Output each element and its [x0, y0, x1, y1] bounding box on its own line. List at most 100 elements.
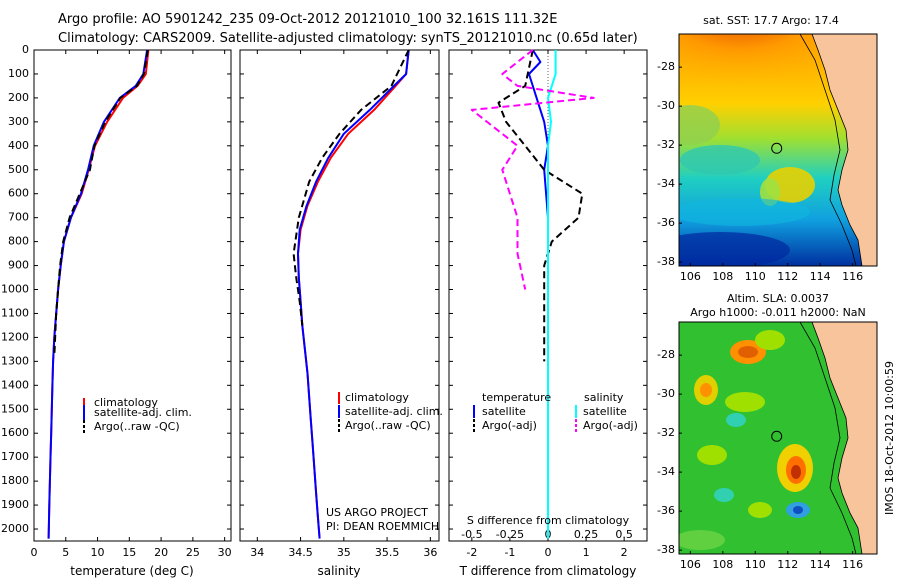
y-tick-label: 1300: [1, 354, 29, 367]
y-tick-label: -36: [657, 216, 675, 229]
sla-patch: [755, 330, 785, 350]
temperature-panel: 0100200300400500600700800900100011001200…: [1, 43, 232, 578]
x-tick-label: 112: [777, 270, 798, 283]
x-tick-label: 5: [62, 546, 69, 559]
difference-x-axis: -2 -1 0 1 2: [466, 50, 628, 559]
y-tick-label: 1800: [1, 474, 29, 487]
x-tick-label: 0: [545, 546, 552, 559]
y-tick-label: 1900: [1, 498, 29, 511]
y-tick-label: -32: [657, 138, 675, 151]
x-tick-label: 108: [712, 558, 733, 571]
y-tick-label: 900: [8, 259, 29, 272]
sla-field: [679, 322, 877, 554]
y-tick-label: -34: [657, 177, 675, 190]
y-tick-label: 600: [8, 187, 29, 200]
y-tick-label: -28: [657, 60, 675, 73]
series-line-argo-adj: [497, 49, 584, 362]
y-tick-label: 400: [8, 139, 29, 152]
x-tick-label: 20: [154, 546, 168, 559]
series-line-satellite: [547, 50, 557, 539]
sla-patch: [748, 502, 772, 518]
x-tick-label: 116: [842, 558, 863, 571]
legend-label-satellite: satellite-adj. clim.: [345, 405, 443, 418]
y-tick-label: -38: [657, 255, 675, 268]
sst-map: sat. SST: 17.7 Argo: 17.4: [657, 14, 878, 283]
float-location-marker: [771, 142, 783, 154]
y-tick-label: 1600: [1, 426, 29, 439]
x-tick-label: 114: [810, 270, 831, 283]
sla-patch: [679, 530, 725, 550]
land-mass: [811, 322, 877, 554]
difference-panel: -2 -1 0 1 2 -0.5 -0.25 0 0.25 0.5 temperature sa…: [448, 49, 648, 578]
difference-depth-ticks: [449, 49, 647, 530]
legend-label-t-satellite: satellite: [482, 405, 526, 418]
sla-patch: [793, 506, 803, 514]
sla-map-frame: [678, 321, 878, 555]
salinity-series: [292, 49, 410, 539]
header-line-2: Climatology: CARS2009. Satellite-adjuste…: [58, 31, 638, 46]
sst-patch: [680, 145, 760, 175]
sla-map-title-1: Altim. SLA: 0.0037: [727, 292, 829, 305]
y-tick-label: 2000: [1, 522, 29, 535]
y-tick-label: 100: [8, 67, 29, 80]
temperature-series: [47, 49, 150, 539]
y-tick-label: 1400: [1, 378, 29, 391]
salinity-legend: climatology satellite-adj. clim. Argo(..…: [338, 391, 443, 432]
legend-label-s-satellite: satellite: [583, 405, 627, 418]
salinity-axes-box: [239, 49, 440, 542]
sla-patch: [738, 346, 758, 358]
series-line-argo-raw-qc: [53, 49, 149, 357]
s-tick-label: 0.25: [574, 528, 599, 541]
legend-title-salinity: salinity: [584, 391, 624, 404]
project-annotation-1: US ARGO PROJECT: [326, 506, 428, 519]
x-tick-label: 116: [842, 270, 863, 283]
sla-patch: [791, 465, 801, 479]
x-tick-label: 110: [745, 558, 766, 571]
depth-axis: 0 100 200 300 400 500 600 700 800 900 1000 1100 1200…: [1, 43, 231, 535]
series-line-argo-raw-qc: [292, 49, 410, 326]
x-tick-label: 34: [250, 546, 264, 559]
sla-map: Altim. SLA: 0.0037 Argo h1000: -0.011 h2…: [657, 292, 878, 571]
series-line-satellite-adj-clim: [47, 49, 149, 539]
y-tick-label: -28: [657, 348, 675, 361]
sst-x-axis: 106 108 110 112 114 116: [680, 263, 863, 283]
land-mass: [811, 34, 877, 266]
x-tick-label: 110: [745, 270, 766, 283]
x-tick-label: 2: [621, 546, 628, 559]
x-tick-label: 106: [680, 270, 701, 283]
temperature-x-axis: 0 5 10 15 20 25 30: [31, 50, 232, 559]
x-tick-label: 25: [186, 546, 200, 559]
y-tick-label: 500: [8, 163, 29, 176]
legend-title-temperature: temperature: [482, 391, 551, 404]
bathymetry-contour: [799, 34, 857, 266]
header-line-1: Argo profile: AO 5901242_235 09-Oct-2012…: [58, 12, 557, 27]
sst-warm-region: [679, 34, 835, 110]
s-tick-label: -0.5: [461, 528, 482, 541]
x-tick-label: 36: [423, 546, 437, 559]
y-tick-label: 1700: [1, 450, 29, 463]
salinity-difference-ticks: -0.5 -0.25 0 0.25 0.5: [461, 528, 633, 541]
x-tick-label: 112: [777, 558, 798, 571]
sst-map-title: sat. SST: 17.7 Argo: 17.4: [703, 14, 839, 27]
y-tick-label: 0: [22, 43, 29, 56]
x-tick-label: 35: [337, 546, 351, 559]
legend-label-t-argo: Argo(-adj): [482, 419, 537, 432]
temperature-axes-box: [33, 49, 232, 542]
y-tick-label: -36: [657, 504, 675, 517]
sla-patch: [725, 392, 765, 412]
x-tick-label: 1: [583, 546, 590, 559]
sla-x-axis: 106 108 110 112 114 116: [680, 551, 863, 571]
temperature-legend: climatology satellite-adj. clim. Argo(..…: [83, 396, 192, 434]
series-line-argo-adj: [470, 49, 595, 290]
salinity-x-axis: 34 34.5 35 35.5 36: [250, 50, 437, 559]
y-tick-label: 1000: [1, 283, 29, 296]
y-tick-label: 1200: [1, 330, 29, 343]
sla-patch: [700, 383, 712, 397]
legend-label-climatology: climatology: [94, 396, 158, 409]
salinity-panel: 34 34.5 35 35.5 36 climatology satellite-adj…: [239, 49, 443, 578]
y-tick-label: -32: [657, 426, 675, 439]
salinity-depth-ticks: [240, 49, 439, 530]
bathymetry-contour: [799, 322, 857, 554]
y-tick-label: -34: [657, 465, 675, 478]
